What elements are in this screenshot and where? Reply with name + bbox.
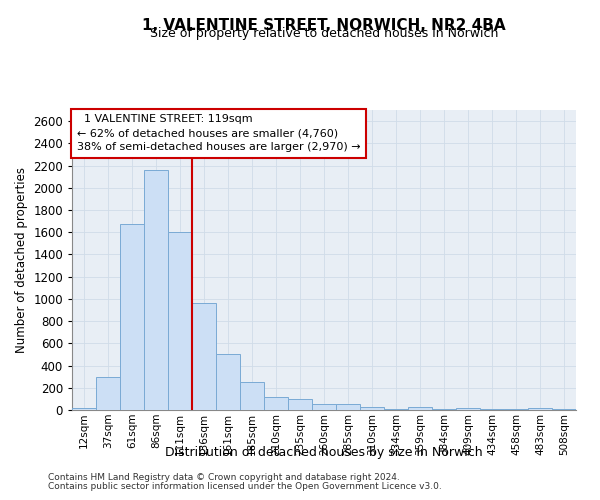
Bar xyxy=(216,354,240,410)
Bar xyxy=(360,406,384,410)
Bar xyxy=(96,376,120,410)
Text: 1, VALENTINE STREET, NORWICH, NR2 4BA: 1, VALENTINE STREET, NORWICH, NR2 4BA xyxy=(142,18,506,32)
Bar xyxy=(528,408,552,410)
Bar xyxy=(408,406,432,410)
Bar xyxy=(192,304,216,410)
Text: Contains HM Land Registry data © Crown copyright and database right 2024.: Contains HM Land Registry data © Crown c… xyxy=(48,474,400,482)
Bar xyxy=(120,224,144,410)
Bar xyxy=(312,404,336,410)
Text: Contains public sector information licensed under the Open Government Licence v3: Contains public sector information licen… xyxy=(48,482,442,491)
Text: 1 VALENTINE STREET: 119sqm  
← 62% of detached houses are smaller (4,760)
38% of: 1 VALENTINE STREET: 119sqm ← 62% of deta… xyxy=(77,114,361,152)
Bar xyxy=(336,404,360,410)
Bar xyxy=(288,399,312,410)
Bar xyxy=(240,382,264,410)
Bar xyxy=(144,170,168,410)
Bar xyxy=(456,408,480,410)
Y-axis label: Number of detached properties: Number of detached properties xyxy=(14,167,28,353)
Bar xyxy=(264,396,288,410)
Text: Distribution of detached houses by size in Norwich: Distribution of detached houses by size … xyxy=(165,446,483,459)
Bar xyxy=(168,232,192,410)
Bar xyxy=(72,408,96,410)
Text: Size of property relative to detached houses in Norwich: Size of property relative to detached ho… xyxy=(150,28,498,40)
